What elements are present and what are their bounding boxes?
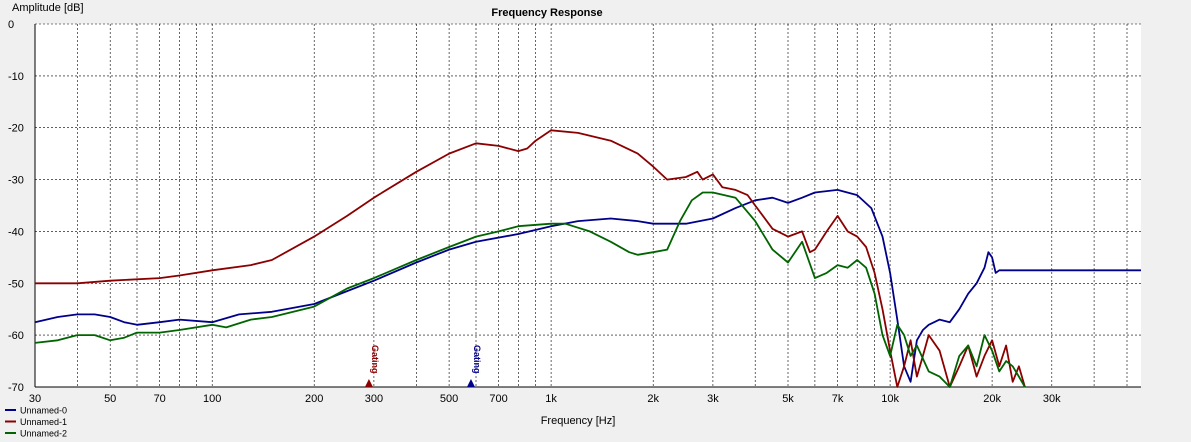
x-tick-label: 5k <box>782 393 794 405</box>
gating-marker <box>466 379 475 387</box>
gating-marker-label: Gating <box>370 345 380 374</box>
x-tick-label: 30 <box>29 393 41 405</box>
gating-marker-label: Gating <box>472 345 482 374</box>
x-tick-label: 700 <box>489 393 507 405</box>
gating-marker <box>364 379 373 387</box>
x-tick-label: 7k <box>832 393 844 405</box>
gating-markers: Gating Gating <box>364 345 482 387</box>
x-axis-label: Frequency [Hz] <box>541 415 616 427</box>
y-tick-label: -50 <box>8 278 24 290</box>
x-tick-label: 2k <box>647 393 659 405</box>
y-tick-label: -30 <box>8 175 24 187</box>
y-tick-label: -40 <box>8 226 24 238</box>
x-tick-label: 70 <box>154 393 166 405</box>
x-tick-label: 30k <box>1043 393 1061 405</box>
x-tick-label: 20k <box>983 393 1001 405</box>
x-tick-label: 10k <box>881 393 899 405</box>
y-axis-label: Amplitude [dB] <box>12 2 84 14</box>
x-tick-label: 300 <box>365 393 383 405</box>
axes <box>34 24 1141 388</box>
legend-entry: Unnamed-2 <box>20 429 67 438</box>
tick-labels: 0 -10 -20 -30 -40 -50 -60 -70 30 50 70 100 200 300 500… <box>8 19 1061 405</box>
x-tick-label: 500 <box>440 393 458 405</box>
series-line <box>34 189 1141 383</box>
x-tick-label: 1k <box>545 393 557 405</box>
y-tick-label: 0 <box>8 19 14 31</box>
series-line <box>34 191 1026 388</box>
series-line <box>35 129 1026 388</box>
plot-area <box>35 24 1141 387</box>
x-tick-label: 200 <box>305 393 323 405</box>
y-tick-label: -60 <box>8 330 24 342</box>
legend-entry: Unnamed-0 <box>20 406 67 416</box>
x-tick-label: 3k <box>707 393 719 405</box>
y-tick-label: -20 <box>8 123 24 135</box>
x-tick-label: 100 <box>203 393 221 405</box>
series-lines <box>34 129 1141 388</box>
legend-entry: Unnamed-1 <box>20 417 67 427</box>
chart-title: Frequency Response <box>491 7 602 19</box>
x-tick-label: 50 <box>104 393 116 405</box>
y-tick-label: -70 <box>8 382 24 394</box>
y-tick-label: -10 <box>8 71 24 83</box>
